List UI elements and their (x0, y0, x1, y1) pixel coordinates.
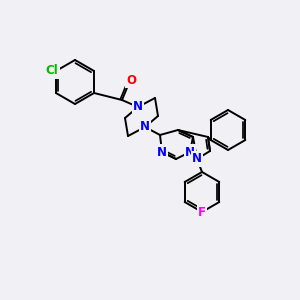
Text: N: N (192, 152, 202, 166)
Text: N: N (157, 146, 167, 158)
Text: Cl: Cl (46, 64, 58, 77)
Text: N: N (140, 121, 150, 134)
Text: N: N (133, 100, 143, 113)
Text: F: F (198, 206, 206, 218)
Text: N: N (185, 146, 195, 158)
Text: O: O (126, 74, 136, 86)
